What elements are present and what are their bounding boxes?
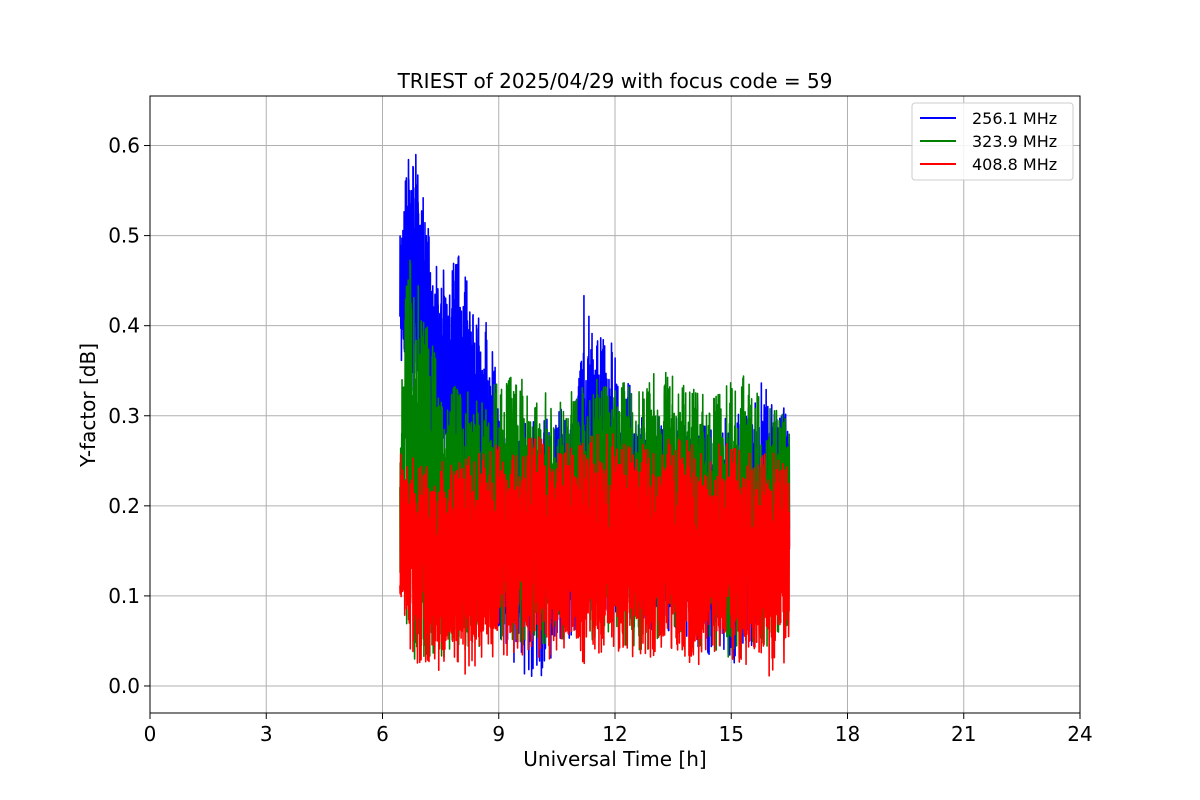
- x-tick-label: 18: [835, 722, 860, 746]
- y-tick-label: 0.1: [108, 584, 140, 608]
- x-axis-label: Universal Time [h]: [523, 747, 706, 771]
- series-line-3: [399, 433, 791, 677]
- legend: 256.1 MHz 323.9 MHz 408.8 MHz: [911, 102, 1074, 181]
- y-tick-label: 0.2: [108, 494, 140, 518]
- y-tick-label: 0.4: [108, 314, 140, 338]
- x-tick-label: 24: [1067, 722, 1092, 746]
- legend-label: 408.8 MHz: [972, 155, 1057, 174]
- y-tick-label: 0.3: [108, 404, 140, 428]
- x-tick-label: 12: [602, 722, 627, 746]
- legend-label: 256.1 MHz: [972, 109, 1057, 128]
- x-tick-label: 3: [260, 722, 273, 746]
- x-tick-label: 6: [376, 722, 389, 746]
- y-tick-label: 0.0: [108, 674, 140, 698]
- ticks: 0 3 6 9 12 15 18 21 24 0.0 0.1 0.2 0.3 0.4 0.5 0.6: [108, 134, 1093, 746]
- y-axis-label: Y-factor [dB]: [76, 343, 100, 468]
- y-tick-label: 0.6: [108, 134, 140, 158]
- x-tick-label: 21: [951, 722, 976, 746]
- x-tick-label: 0: [144, 722, 157, 746]
- x-tick-label: 9: [492, 722, 505, 746]
- y-tick-label: 0.5: [108, 224, 140, 248]
- legend-box: [911, 102, 1074, 181]
- chart-title: TRIEST of 2025/04/29 with focus code = 5…: [397, 69, 833, 93]
- x-tick-label: 15: [719, 722, 744, 746]
- legend-label: 323.9 MHz: [972, 132, 1057, 151]
- series-layer: [399, 153, 791, 678]
